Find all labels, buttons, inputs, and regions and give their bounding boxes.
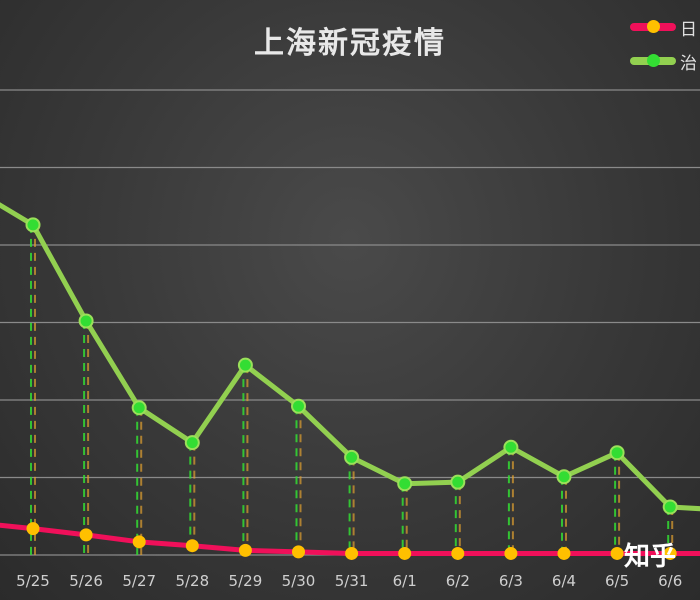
data-point-series-2 (609, 445, 625, 461)
x-tick-label: 5/29 (229, 572, 263, 590)
x-tick-label: 5/27 (122, 572, 156, 590)
data-point-series-1 (26, 522, 40, 536)
data-point-series-2 (450, 474, 466, 490)
data-point-series-1 (185, 539, 199, 553)
x-tick-label: 5/31 (335, 572, 369, 590)
data-point-series-1 (79, 528, 93, 542)
legend-label: 治 (680, 53, 697, 74)
x-tick-label: 6/3 (499, 572, 523, 590)
x-tick-label: 5/26 (69, 572, 103, 590)
legend-label: 日 (680, 19, 697, 40)
chart-title: 上海新冠疫情 (254, 26, 446, 61)
legend-item-series-2: 治 (630, 44, 697, 78)
zhihu-watermark: 知乎 (624, 542, 677, 572)
legend-swatch-series-1 (630, 20, 676, 33)
data-point-series-2 (556, 469, 572, 485)
x-tick-label: 6/5 (605, 572, 629, 590)
data-point-series-1 (557, 546, 571, 560)
legend: 日 治 (630, 10, 697, 78)
x-tick-label: 5/25 (16, 572, 50, 590)
legend-item-series-1: 日 (630, 10, 697, 44)
data-point-series-1 (292, 545, 305, 559)
data-point-series-1 (132, 535, 146, 549)
x-tick-label: 6/1 (393, 572, 417, 590)
data-point-series-2 (503, 439, 519, 455)
data-point-series-2 (78, 313, 94, 329)
x-tick-label: 5/28 (175, 572, 209, 590)
data-point-series-1 (238, 543, 252, 557)
data-point-series-2 (237, 357, 253, 373)
data-point-series-1 (451, 546, 465, 560)
legend-swatch-series-2 (630, 54, 676, 67)
data-point-series-2 (25, 217, 41, 233)
data-point-series-1 (398, 546, 412, 560)
data-point-series-2 (184, 435, 200, 451)
x-tick-label: 6/6 (658, 572, 682, 590)
data-point-series-2 (397, 476, 413, 492)
data-point-series-2 (291, 398, 306, 414)
x-tick-label: 6/2 (446, 572, 470, 590)
data-point-series-2 (662, 499, 678, 515)
data-point-series-1 (663, 546, 677, 560)
data-point-series-2 (131, 400, 147, 416)
x-tick-label: 6/4 (552, 572, 576, 590)
data-point-series-1 (504, 546, 518, 560)
data-point-series-1 (610, 546, 624, 560)
data-point-series-1 (345, 546, 359, 560)
data-point-series-2 (344, 449, 360, 465)
x-tick-label: 5/30 (282, 572, 316, 590)
